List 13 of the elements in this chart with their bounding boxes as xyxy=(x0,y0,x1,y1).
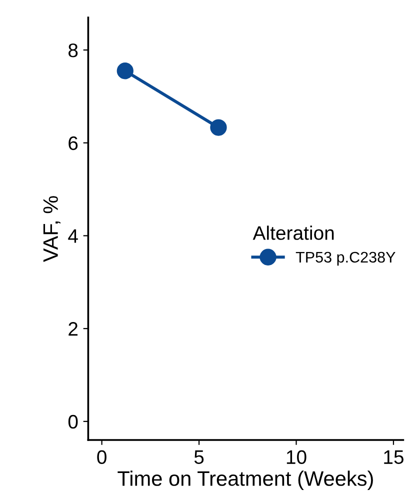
x-axis-title: Time on Treatment (Weeks) xyxy=(118,470,373,490)
x-tick-label: 5 xyxy=(194,450,204,464)
legend-label: TP53 p.C238Y xyxy=(296,252,396,266)
x-tick-label: 0 xyxy=(97,450,106,464)
x-tick-label: 15 xyxy=(384,450,404,464)
y-tick-label: 4 xyxy=(68,229,78,243)
legend-title: Alteration xyxy=(252,226,334,240)
y-tick-label: 2 xyxy=(68,322,78,336)
y-tick-label: 0 xyxy=(68,414,78,429)
x-tick-label: 10 xyxy=(286,450,306,464)
y-tick-label: 6 xyxy=(68,136,78,150)
y-axis-title: VAF, % xyxy=(43,196,60,262)
y-tick-label: 8 xyxy=(68,43,78,58)
